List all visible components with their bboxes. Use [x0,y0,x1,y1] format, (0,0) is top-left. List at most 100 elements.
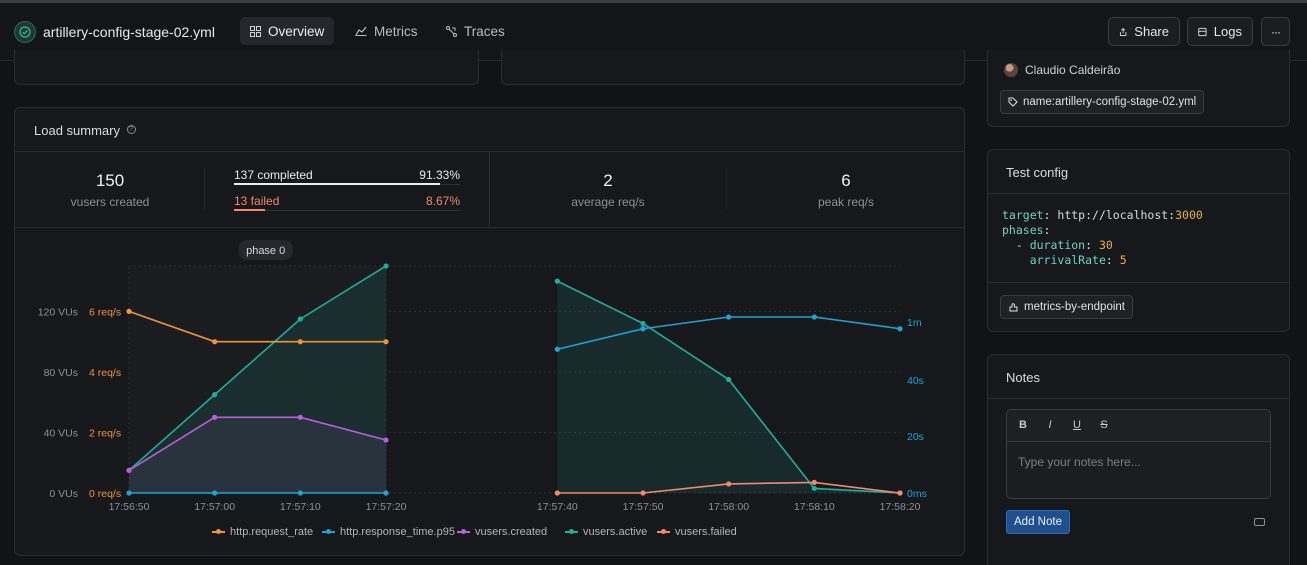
average-rps-label: average req/s [571,195,645,209]
data-point [554,278,560,284]
x-tick-label: 17:58:20 [880,501,921,513]
test-config-divider-top [988,193,1289,194]
x-tick-label: 17:57:40 [537,501,578,513]
tab-traces[interactable]: Traces [436,17,515,45]
vusers-created-label: vusers created [70,195,150,209]
data-point [212,392,218,398]
code-duration-value: 30 [1098,238,1113,252]
chart-icon [355,26,367,36]
legend-item[interactable]: vusers.created [457,526,547,538]
traces-icon [446,25,457,37]
data-point [726,481,732,487]
area-vusers-created [129,417,386,493]
failed-row: 13 failed 8.67% [234,194,460,208]
page-title: artillery-config-stage-02.yml [43,24,215,40]
x-tick-label: 17:58:00 [708,501,749,513]
notes-input[interactable]: Type your notes here... [1018,455,1141,469]
legend-item[interactable]: http.response_time.p95 [322,526,455,538]
data-point [811,479,817,486]
series-line-vusers-active [128,265,387,471]
legend-label: http.request_rate [230,526,314,538]
top-border [0,0,1307,3]
markdown-icon[interactable] [1254,518,1265,526]
data-point [383,437,389,443]
notes-title: Notes [1006,370,1040,385]
x-tick-label: 17:57:00 [194,501,235,513]
y-tick-rps: 0 req/s [89,488,121,500]
data-point [383,490,389,496]
name-tag[interactable]: name:artillery-config-stage-02.yml [1000,90,1205,114]
legend-swatch [212,529,225,534]
data-point [640,490,646,496]
completed-row: 137 completed 91.33% [234,168,460,182]
tab-metrics-label: Metrics [374,23,418,39]
logs-button[interactable]: Logs [1187,17,1253,46]
summary-divider-1 [204,168,205,210]
underline-button[interactable]: U [1073,419,1081,431]
load-summary-title-text: Load summary [34,123,120,138]
average-rps-value: 2 [603,171,613,190]
x-tick-label: 17:57:50 [623,501,664,513]
data-point [297,414,303,420]
y-tick-rps: 6 req/s [89,306,121,318]
code-duration-key: duration [1029,238,1086,252]
y-tick-time: 20s [907,431,924,443]
completed-label: 137 completed [234,168,313,182]
legend-item[interactable]: vusers.failed [657,526,737,538]
code-target-value: http://localhost: [1057,208,1176,222]
share-label: Share [1134,24,1169,39]
add-note-button[interactable]: Add Note [1006,510,1070,534]
data-point [640,326,646,332]
italic-button[interactable]: I [1048,419,1052,431]
data-point [554,346,560,352]
failed-label: 13 failed [234,194,280,208]
legend-item[interactable]: http.request_rate [212,526,313,538]
summary-divider-mid [489,152,490,227]
plugin-tag[interactable]: metrics-by-endpoint [1000,295,1133,319]
legend-swatch [457,529,470,534]
y-tick-time: 1m [907,317,922,329]
help-icon[interactable]: ? [126,125,136,134]
legend-swatch [322,529,335,534]
legend-item[interactable]: vusers.active [565,526,647,538]
name-tag-label: name:artillery-config-stage-02.yml [1023,96,1197,108]
completed-bar-track [234,183,460,185]
notes-divider [988,398,1289,399]
data-point [297,316,303,322]
details-card [987,50,1290,127]
share-button[interactable]: Share [1108,17,1180,46]
legend-label: vusers.failed [675,526,737,538]
area-vusers-active [129,266,386,493]
logs-icon [1198,27,1207,36]
y-tick-rps: 4 req/s [89,367,121,379]
code-phases-key: phases [1002,223,1044,237]
phase-badge [238,240,293,260]
phase-region [128,265,387,494]
top-left-card [14,50,479,85]
legend-label: vusers.created [475,526,548,538]
more-options-button[interactable]: ··· [1261,17,1290,46]
completed-bar-fill [234,183,441,185]
legend-label: http.response_time.p95 [340,526,455,538]
data-point [212,490,218,496]
y-tick-vus: 40 VUs [44,427,78,439]
test-config-code: target: http://localhost:3000 phases: - … [1002,208,1203,267]
strike-button[interactable]: S [1100,419,1108,431]
load-chart: phase 0 0 VUs 0 req/s 40 VUs 2 req/s 80 VUs 4 … [38,240,927,513]
test-config-divider-bottom [988,282,1289,283]
test-config-title: Test config [1006,165,1069,180]
failed-bar-fill [234,209,265,211]
y-tick-time: 0ms [907,488,927,500]
tab-overview[interactable]: Overview [240,17,335,45]
phase-label: phase 0 [246,245,285,257]
data-point [126,490,132,496]
code-arrival-value: 5 [1119,253,1127,267]
data-point [126,308,132,314]
summary-divider-bottom [15,227,964,228]
notes-editor: B I U S Type your notes here... [1006,409,1271,499]
status-check-icon [14,21,36,43]
logs-label: Logs [1213,24,1242,39]
data-point [383,263,389,269]
bold-button[interactable]: B [1019,419,1027,431]
tab-metrics[interactable]: Metrics [345,17,428,45]
